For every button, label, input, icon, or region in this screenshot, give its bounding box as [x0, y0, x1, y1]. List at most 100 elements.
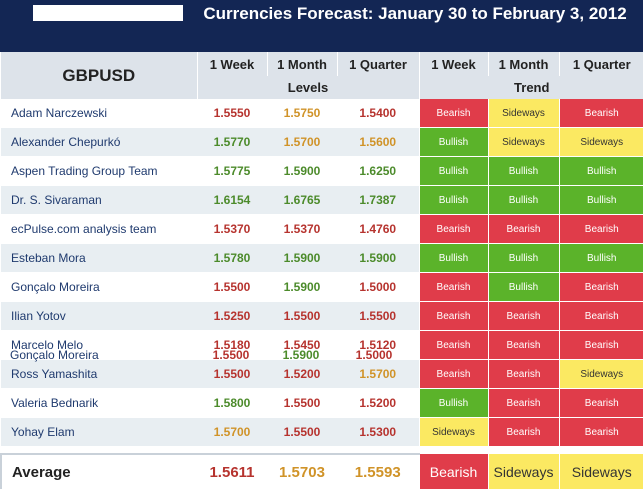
- table-row: Ross Yamashita 1.5500 1.5200 1.5700 Bearish B…: [1, 359, 643, 389]
- overlap-level: 1.5500: [212, 348, 250, 362]
- overlap-level: 1.5900: [282, 348, 320, 362]
- level-cell: 1.5500: [197, 272, 267, 302]
- average-trend: Sideways: [487, 454, 559, 489]
- overlap-level: 1.5000: [355, 348, 393, 362]
- analyst-name: Adam Narczewski: [1, 99, 197, 128]
- table-row: Gonçalo Moreira 1.5500 1.5900 1.5000 Bearish…: [1, 272, 643, 302]
- level-cell: 1.5370: [267, 214, 337, 244]
- levels-group-header: Levels: [196, 76, 419, 99]
- level-cell: 1.5900: [267, 243, 337, 273]
- trend-cell: Bullish: [558, 156, 643, 186]
- level-cell: 1.5500: [267, 388, 337, 418]
- level-cell: 1.5700: [337, 359, 419, 389]
- level-cell: 1.5250: [197, 301, 267, 331]
- trend-cell: Bullish: [487, 185, 559, 215]
- col-header: 1 Quarter: [336, 52, 419, 76]
- trend-cell: Bullish: [418, 127, 488, 157]
- table-row: Ilian Yotov 1.5250 1.5500 1.5500 Bearish Bear…: [1, 301, 643, 331]
- trend-cell: Bearish: [487, 417, 559, 447]
- trend-cell: Bearish: [418, 99, 488, 128]
- trend-cell: Bearish: [418, 301, 488, 331]
- trend-cell: Bearish: [558, 388, 643, 418]
- average-level: 1.5611: [197, 453, 267, 489]
- level-cell: 1.5370: [197, 214, 267, 244]
- analyst-name: Marcelo Melo: [1, 330, 197, 360]
- trend-cell: Bullish: [558, 185, 643, 215]
- trend-cell: Bearish: [558, 301, 643, 331]
- level-cell: 1.5120: [337, 330, 419, 360]
- level-cell: 1.5000: [337, 272, 419, 302]
- trend-cell: Bullish: [418, 156, 488, 186]
- trend-cell: Bearish: [487, 330, 559, 360]
- analyst-name: Alexander Chepurkó: [1, 127, 197, 157]
- analyst-name: Ilian Yotov: [1, 301, 197, 331]
- analyst-name: ecPulse.com analysis team: [1, 214, 197, 244]
- analyst-name: Gonçalo Moreira: [1, 272, 197, 302]
- table-row: Yohay Elam 1.5700 1.5500 1.5300 Sideways Bear…: [1, 417, 643, 447]
- trend-cell: Bearish: [487, 301, 559, 331]
- level-cell: 1.5300: [337, 417, 419, 447]
- trend-cell: Bearish: [487, 359, 559, 389]
- trend-cell: Sideways: [558, 127, 643, 157]
- trend-cell: Bullish: [418, 243, 488, 273]
- level-cell: 1.5600: [337, 127, 419, 157]
- trend-cell: Bullish: [487, 156, 559, 186]
- forecast-table: GBPUSD 1 Week 1 Month 1 Quarter 1 Week 1…: [0, 52, 643, 489]
- trend-cell: Bearish: [418, 272, 488, 302]
- trend-cell: Bullish: [558, 243, 643, 273]
- trend-cell: Bearish: [487, 388, 559, 418]
- trend-cell: Sideways: [558, 359, 643, 389]
- col-header: 1 Month: [266, 52, 337, 76]
- analyst-name: Esteban Mora: [1, 243, 197, 273]
- page-title: Currencies Forecast: January 30 to Febru…: [203, 4, 627, 23]
- col-header: 1 Month: [487, 52, 559, 76]
- overlap-row-name: Gonçalo Moreira: [10, 348, 99, 362]
- level-cell: 1.5550: [197, 99, 267, 128]
- average-row: Average 1.5611 1.5703 1.5593 Bearish Sideways…: [0, 453, 643, 489]
- level-cell: 1.5770: [197, 127, 267, 157]
- level-cell: 1.5500: [197, 359, 267, 389]
- table-row: ecPulse.com analysis team 1.5370 1.5370 1.4…: [1, 214, 643, 244]
- level-cell: 1.5750: [267, 99, 337, 128]
- level-cell: 1.5700: [197, 417, 267, 447]
- table-row: Valeria Bednarik 1.5800 1.5500 1.5200 Bullis…: [1, 388, 643, 418]
- level-cell: 1.5200: [267, 359, 337, 389]
- average-trend: Bearish: [418, 454, 488, 489]
- table-row: Aspen Trading Group Team 1.5775 1.5900 1.62…: [1, 156, 643, 186]
- level-cell: 1.6250: [337, 156, 419, 186]
- table-row: Adam Narczewski 1.5550 1.5750 1.5400 Bearish…: [1, 99, 643, 128]
- level-cell: 1.6765: [267, 185, 337, 215]
- average-level: 1.5593: [337, 453, 419, 489]
- level-cell: 1.5200: [337, 388, 419, 418]
- level-cell: 1.5500: [337, 301, 419, 331]
- average-trend: Sideways: [558, 454, 643, 489]
- analyst-name: Yohay Elam: [1, 417, 197, 447]
- table-row: Marcelo Melo 1.5180 1.5450 1.5120 Bearish Bea…: [1, 330, 643, 360]
- trend-cell: Bullish: [487, 272, 559, 302]
- level-cell: 1.5450: [267, 330, 337, 360]
- level-cell: 1.7387: [337, 185, 419, 215]
- trend-cell: Sideways: [487, 99, 559, 128]
- trend-cell: Sideways: [487, 127, 559, 157]
- trend-cell: Bearish: [558, 330, 643, 360]
- trend-cell: Bullish: [487, 243, 559, 273]
- col-header: 1 Week: [418, 52, 488, 76]
- col-header: 1 Week: [196, 52, 267, 76]
- trend-cell: Bearish: [558, 417, 643, 447]
- pair-label: GBPUSD: [1, 52, 197, 99]
- trend-cell: Bearish: [558, 214, 643, 244]
- level-cell: 1.5500: [267, 417, 337, 447]
- trend-cell: Bullish: [418, 185, 488, 215]
- analyst-name: Dr. S. Sivaraman: [1, 185, 197, 215]
- trend-cell: Bearish: [558, 99, 643, 128]
- table-row: Dr. S. Sivaraman 1.6154 1.6765 1.7387 Bullis…: [1, 185, 643, 215]
- trend-cell: Bearish: [558, 272, 643, 302]
- analyst-name: Aspen Trading Group Team: [1, 156, 197, 186]
- level-cell: 1.4760: [337, 214, 419, 244]
- title-bar: Currencies Forecast: January 30 to Febru…: [0, 0, 643, 52]
- trend-cell: Bearish: [418, 359, 488, 389]
- trend-cell: Bearish: [487, 214, 559, 244]
- trend-cell: Sideways: [418, 417, 488, 447]
- trend-cell: Bearish: [418, 330, 488, 360]
- level-cell: 1.5400: [337, 99, 419, 128]
